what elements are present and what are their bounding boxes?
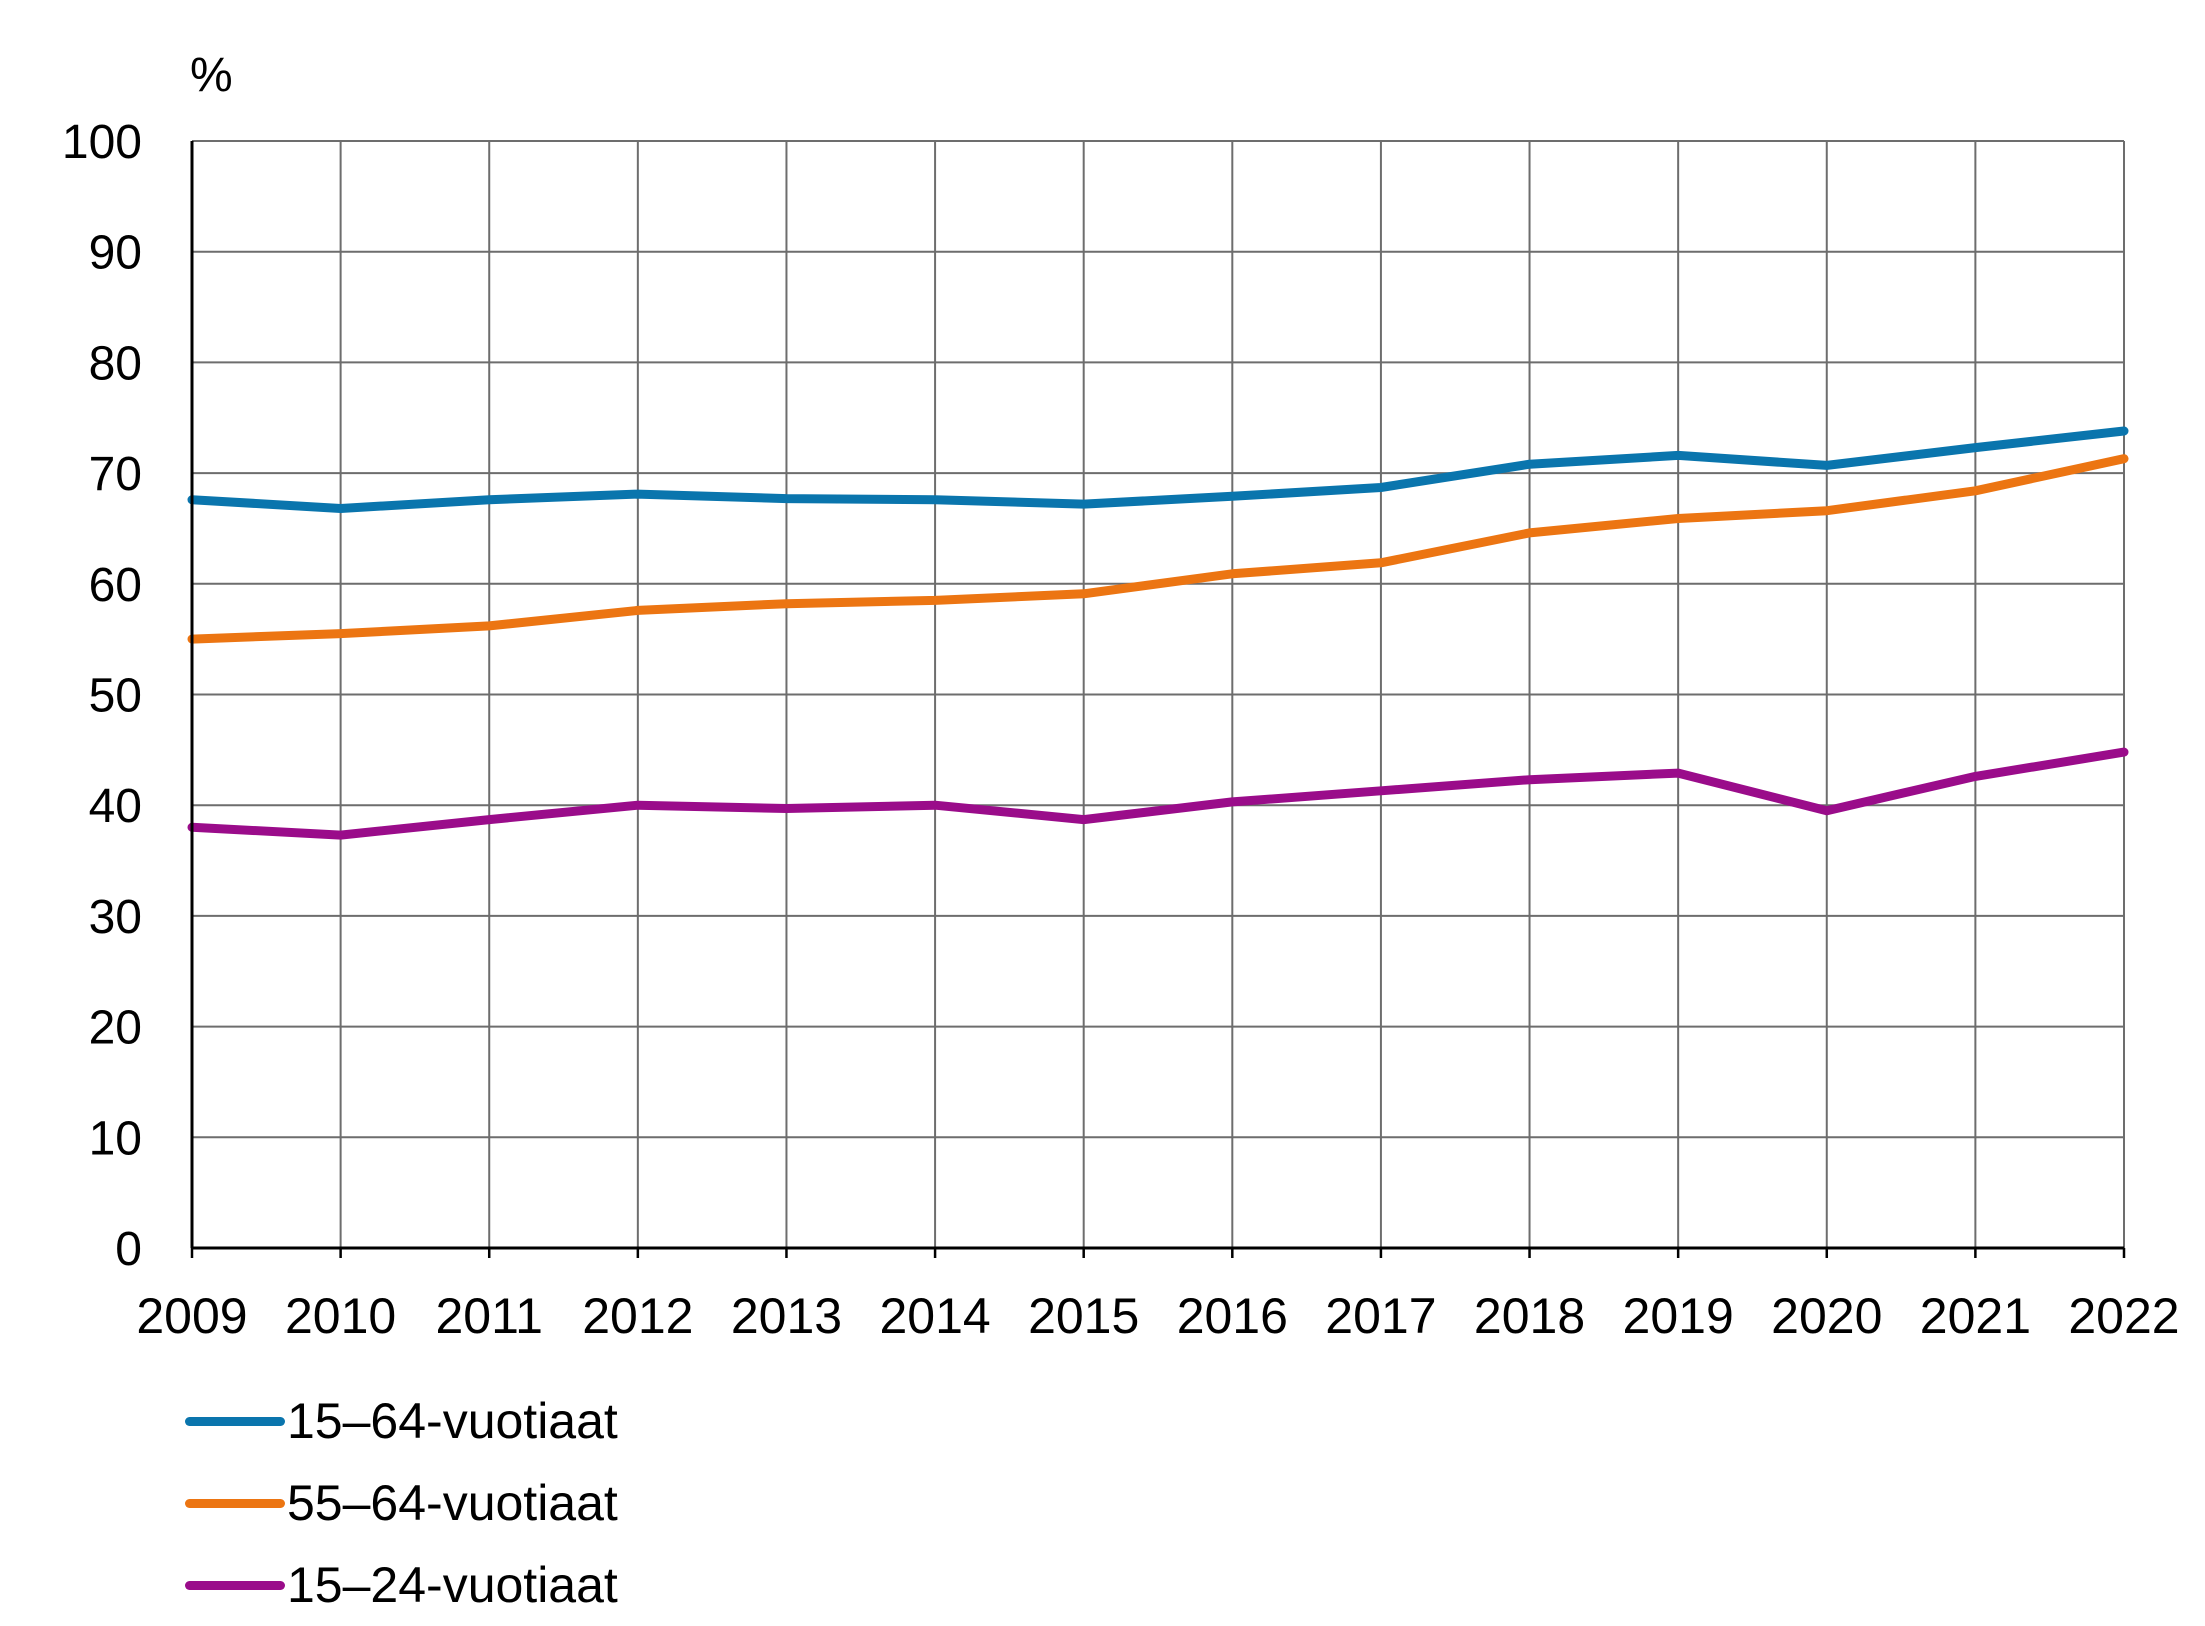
- series-line-2: [187, 747, 2129, 840]
- y-tick-label-50: 50: [89, 670, 142, 723]
- legend-label-2: 15–24-vuotiaat: [287, 1557, 618, 1613]
- legend-swatch-0: [185, 1416, 285, 1426]
- x-tick-label-2020: 2020: [1771, 1288, 1882, 1344]
- y-tick-label-20: 20: [89, 1002, 142, 1055]
- x-axis-tick-labels: 2009 2010 2011 2012 2013 2014 2015 2016 2017 2018…: [136, 1288, 2179, 1344]
- series-line-1: [187, 454, 2129, 644]
- x-tick-label-2016: 2016: [1177, 1288, 1288, 1344]
- y-tick-label-90: 90: [89, 227, 142, 280]
- x-tick-label-2011: 2011: [435, 1288, 543, 1344]
- legend-label-1: 55–64-vuotiaat: [287, 1475, 618, 1531]
- x-tick-label-2014: 2014: [879, 1288, 990, 1344]
- x-tick-label-2012: 2012: [582, 1288, 693, 1344]
- y-tick-label-10: 10: [89, 1112, 142, 1165]
- y-tick-label-70: 70: [89, 448, 142, 501]
- series-lines: [187, 426, 2129, 840]
- legend-label-0: 15–64-vuotiaat: [287, 1393, 618, 1449]
- series-line-0: [187, 426, 2129, 513]
- y-tick-label-30: 30: [89, 891, 142, 944]
- legend-swatch-1: [185, 1498, 285, 1508]
- y-axis-unit-label: %: [190, 49, 233, 102]
- x-tick-label-2013: 2013: [731, 1288, 842, 1344]
- y-tick-label-40: 40: [89, 780, 142, 833]
- x-tick-label-2018: 2018: [1474, 1288, 1585, 1344]
- legend-item-2: 15–24-vuotiaat: [185, 1544, 618, 1626]
- y-tick-label-0: 0: [115, 1223, 142, 1276]
- y-tick-label-80: 80: [89, 337, 142, 390]
- legend: 15–64-vuotiaat 55–64-vuotiaat 15–24-vuot…: [185, 1380, 618, 1626]
- x-tick-label-2010: 2010: [285, 1288, 396, 1344]
- legend-item-1: 55–64-vuotiaat: [185, 1462, 618, 1544]
- x-tick-label-2009: 2009: [136, 1288, 247, 1344]
- x-tick-label-2015: 2015: [1028, 1288, 1139, 1344]
- y-tick-label-100: 100: [62, 116, 142, 169]
- axes: [190, 141, 2126, 1258]
- x-tick-label-2019: 2019: [1623, 1288, 1734, 1344]
- x-tick-label-2021: 2021: [1920, 1288, 2031, 1344]
- x-tick-label-2017: 2017: [1325, 1288, 1436, 1344]
- x-tick-label-2022: 2022: [2068, 1288, 2179, 1344]
- gridlines: [192, 140, 2125, 1248]
- legend-item-0: 15–64-vuotiaat: [185, 1380, 618, 1462]
- y-tick-label-60: 60: [89, 559, 142, 612]
- y-axis-tick-labels: 0 10 20 30 40 50 60 70 80 90 100: [62, 116, 142, 1276]
- legend-swatch-2: [185, 1580, 285, 1590]
